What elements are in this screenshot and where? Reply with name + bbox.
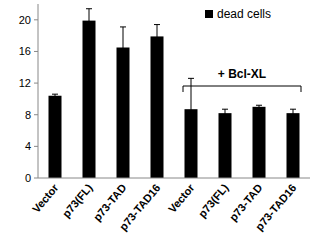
- error-bar: [222, 109, 228, 117]
- error-bar: [188, 78, 194, 140]
- error-cap: [52, 94, 58, 95]
- y-tick-label: 8: [25, 109, 31, 121]
- legend-swatch: [205, 10, 213, 18]
- error-cap: [222, 109, 228, 110]
- y-tick: [34, 178, 38, 179]
- error-line: [123, 27, 124, 68]
- error-cap: [86, 8, 92, 9]
- bar: [151, 36, 164, 178]
- x-tick-label: p73(FL): [196, 181, 231, 219]
- error-line: [225, 109, 226, 117]
- error-cap: [120, 26, 126, 27]
- bar: [49, 96, 62, 178]
- x-tick-label: p73-TAD16: [117, 182, 163, 233]
- error-bar: [52, 94, 58, 97]
- y-tick-label: 16: [19, 45, 31, 57]
- y-tick-label: 4: [25, 140, 31, 152]
- y-tick-label: 12: [19, 77, 31, 89]
- x-tick-label: Vector: [166, 181, 197, 215]
- y-tick: [34, 83, 38, 84]
- error-bar: [154, 25, 160, 49]
- error-cap: [290, 109, 296, 110]
- y-tick-label: 0: [25, 172, 31, 184]
- annotation: + Bcl-XL: [218, 67, 266, 81]
- x-axis: [38, 178, 310, 179]
- y-tick-label: 20: [19, 14, 31, 26]
- error-bar: [86, 9, 92, 33]
- y-tick: [34, 51, 38, 52]
- bar: [219, 113, 232, 178]
- error-cap: [154, 24, 160, 25]
- error-bar: [256, 105, 262, 108]
- bar: [83, 21, 96, 178]
- x-tick-label: p73(FL): [60, 181, 95, 219]
- error-line: [89, 9, 90, 33]
- bracket: [183, 86, 301, 92]
- chart: 048121620Vectorp73(FL)p73-TADp73-TAD16Ve…: [0, 0, 318, 250]
- y-tick: [34, 146, 38, 147]
- y-tick: [34, 19, 38, 20]
- error-bar: [120, 27, 126, 68]
- legend-label: dead cells: [217, 7, 271, 21]
- error-line: [191, 78, 192, 140]
- error-cap: [188, 78, 194, 79]
- y-axis: [38, 4, 39, 178]
- error-line: [157, 25, 158, 49]
- x-tick-label: Vector: [30, 181, 61, 215]
- error-line: [293, 109, 294, 117]
- error-cap: [256, 105, 262, 106]
- error-bar: [290, 109, 296, 117]
- bar: [253, 107, 266, 178]
- x-tick-label: p73-TAD16: [253, 182, 299, 233]
- bar: [287, 113, 300, 178]
- y-tick: [34, 114, 38, 115]
- bars: [49, 9, 300, 178]
